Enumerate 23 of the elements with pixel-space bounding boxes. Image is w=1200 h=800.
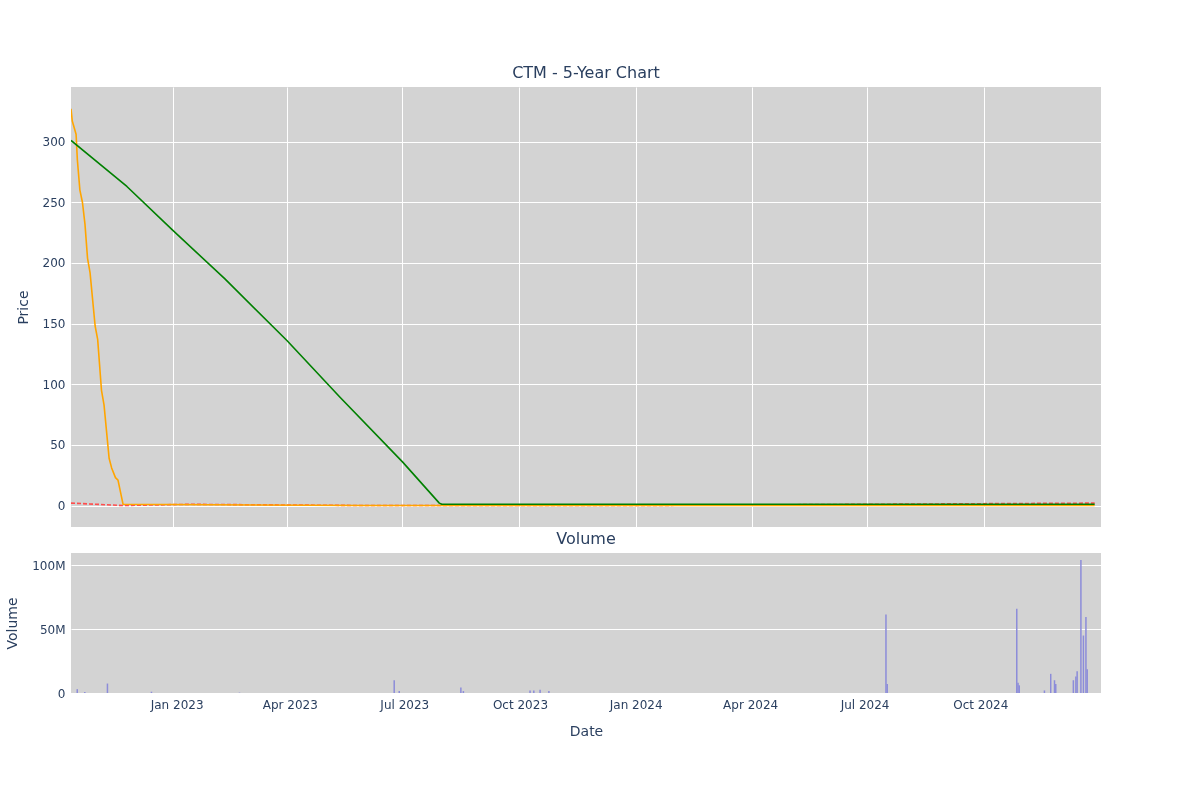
y-tick-label: 50 bbox=[50, 438, 66, 453]
y-axis-title: Price bbox=[14, 290, 31, 325]
x-axis-title: Date bbox=[569, 722, 604, 739]
y-tick-label: 50M bbox=[39, 622, 66, 637]
y-tick-label: 100 bbox=[42, 377, 66, 392]
chart-title: CTM - 5-Year Chart bbox=[512, 63, 660, 82]
y-tick-label: 200 bbox=[42, 256, 66, 271]
y-tick-label: 250 bbox=[42, 195, 66, 210]
y-tick-label: 100M bbox=[32, 558, 66, 573]
y-tick-label: 150 bbox=[42, 317, 66, 332]
x-tick-label: Apr 2023 bbox=[262, 697, 318, 712]
x-tick-label: Oct 2023 bbox=[492, 697, 549, 712]
y-tick-label: 0 bbox=[57, 686, 66, 701]
x-tick-label: Jul 2023 bbox=[379, 697, 430, 712]
chart-title: Volume bbox=[556, 529, 616, 548]
x-tick-label: Jan 2023 bbox=[149, 697, 204, 712]
x-tick-label: Jan 2024 bbox=[608, 697, 663, 712]
x-tick-label: Apr 2024 bbox=[723, 697, 779, 712]
x-tick-label: Oct 2024 bbox=[953, 697, 1009, 712]
x-tick-label: Jul 2024 bbox=[839, 697, 890, 712]
y-axis-title: Volume bbox=[4, 597, 21, 650]
y-tick-label: 300 bbox=[42, 135, 66, 150]
y-tick-label: 0 bbox=[57, 499, 66, 514]
